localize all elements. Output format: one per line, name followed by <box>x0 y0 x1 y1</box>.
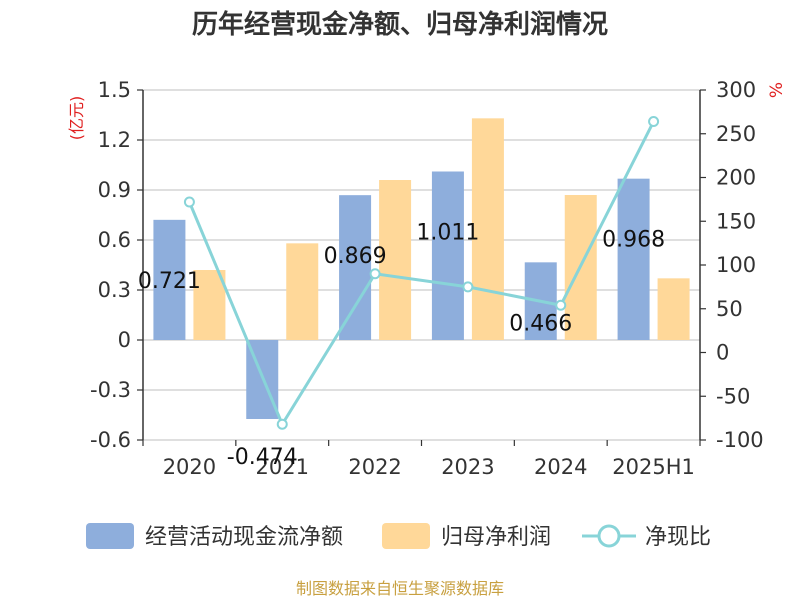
y-left-tick-label: 1.2 <box>98 128 131 152</box>
legend-label-cashflow[interactable]: 经营活动现金流净额 <box>145 525 343 550</box>
bar-profit <box>286 243 319 340</box>
data-label: -0.474 <box>227 445 298 470</box>
y-right-tick-label: 300 <box>716 78 756 102</box>
legend: 经营活动现金流净额 归母净利润 净现比 <box>86 523 711 550</box>
ratio-point <box>369 268 381 280</box>
y-right-tick-label: 200 <box>716 166 756 190</box>
x-tick-label: 2022 <box>348 455 401 479</box>
ratio-point <box>276 418 288 430</box>
data-label: 0.869 <box>324 244 387 269</box>
chart-title: 历年经营现金净额、归母净利润情况 <box>192 9 608 40</box>
bar-cashflow <box>339 195 372 340</box>
data-label: 0.466 <box>509 311 572 336</box>
y-right-tick-label: 150 <box>716 209 756 233</box>
bar-profit <box>657 278 690 340</box>
data-label: 0.968 <box>602 228 665 253</box>
y-axis-left-ticks: 1.5 1.2 0.9 0.6 0.3 0 -0.3 -0.6 <box>90 78 143 452</box>
y-left-tick-label: 0.9 <box>98 178 131 202</box>
bar-profit <box>471 118 504 340</box>
bars <box>153 118 690 419</box>
x-axis-ticks: 2020 2021 2022 2023 2024 2025H1 <box>163 455 695 479</box>
y-left-tick-label: 0.6 <box>98 228 131 252</box>
bar-profit <box>193 270 226 340</box>
x-tick-label: 2024 <box>534 455 587 479</box>
y-right-tick-label: 50 <box>716 297 743 321</box>
data-label: 1.011 <box>416 221 479 246</box>
x-tick-label: 2021 <box>256 455 309 479</box>
y-axis-right-ticks: 300 250 200 150 100 50 0 -50 -100 <box>700 78 764 452</box>
x-tick-label: 2025H1 <box>612 455 695 479</box>
ratio-point <box>648 116 660 127</box>
source-note: 制图数据来自恒生聚源数据库 <box>296 579 504 598</box>
y-left-tick-label: 0.3 <box>98 278 131 302</box>
legend-swatch-cashflow[interactable] <box>86 523 134 549</box>
y-left-tick-label: 0 <box>118 328 131 352</box>
legend-label-profit[interactable]: 归母净利润 <box>441 525 551 550</box>
y-left-tick-label: -0.6 <box>90 428 131 452</box>
bar-profit <box>379 180 412 340</box>
x-tick-label: 2023 <box>441 455 494 479</box>
ratio-line <box>183 116 660 430</box>
y-right-tick-label: 0 <box>716 341 729 365</box>
legend-label-ratio[interactable]: 净现比 <box>645 525 711 550</box>
axes <box>142 90 701 446</box>
ratio-point <box>555 299 567 311</box>
legend-marker-ratio[interactable] <box>597 524 621 548</box>
y-right-tick-label: -100 <box>716 428 764 452</box>
x-tick-label: 2020 <box>163 455 216 479</box>
y-right-tick-label: 250 <box>716 122 756 146</box>
bar-cashflow <box>431 171 464 340</box>
gridlines <box>143 89 700 441</box>
y-left-tick-label: -0.3 <box>90 378 131 402</box>
y-right-tick-label: 100 <box>716 253 756 277</box>
ratio-line-path <box>188 120 655 428</box>
bar-cashflow <box>617 178 650 340</box>
legend-swatch-profit[interactable] <box>382 523 430 549</box>
y-right-unit: % <box>767 82 787 98</box>
ratio-point <box>183 196 195 208</box>
y-left-tick-label: 1.5 <box>98 78 131 102</box>
ratio-point <box>462 281 474 293</box>
data-labels: 0.721 -0.474 0.869 1.011 0.466 0.968 <box>138 221 665 471</box>
data-label: 0.721 <box>138 269 201 294</box>
y-left-unit: (亿元) <box>67 96 86 141</box>
bar-cashflow <box>153 219 186 340</box>
y-right-tick-label: -50 <box>716 384 750 408</box>
